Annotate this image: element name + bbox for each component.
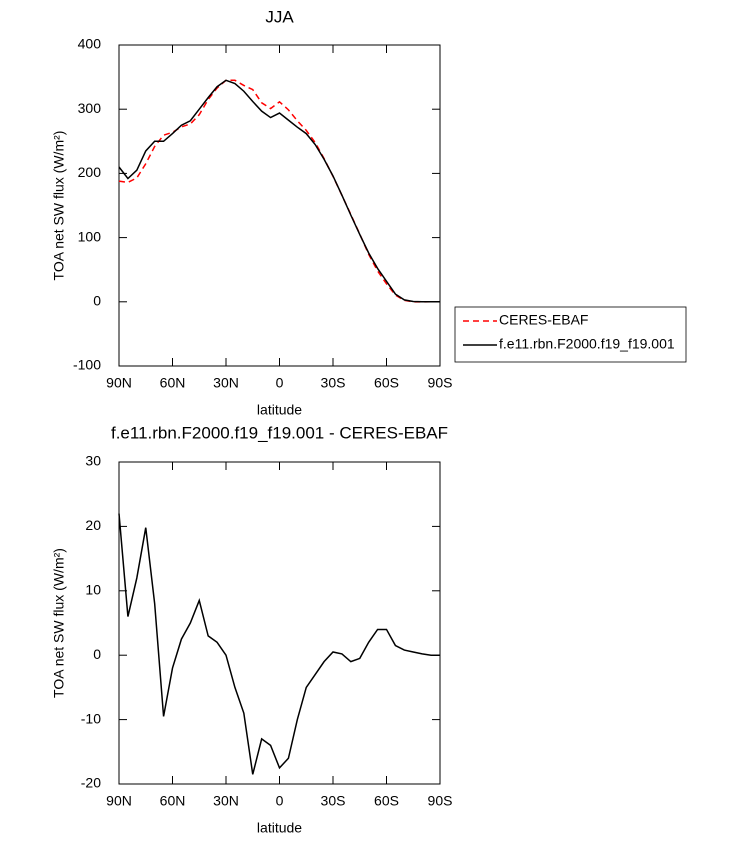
y-axis-label: TOA net SW flux (W/m²) xyxy=(51,131,67,281)
x-tick-label: 0 xyxy=(276,375,284,391)
x-tick-label: 90S xyxy=(428,793,453,809)
x-tick-label: 60S xyxy=(374,793,399,809)
y-tick-label: 10 xyxy=(85,582,101,598)
y-tick-label: -100 xyxy=(73,357,101,373)
x-tick-label: 30N xyxy=(213,793,239,809)
chart-title: f.e11.rbn.F2000.f19_f19.001 - CERES-EBAF xyxy=(111,423,448,442)
data-line xyxy=(118,79,440,303)
x-tick-label: 90N xyxy=(106,375,132,391)
y-tick-label: 400 xyxy=(78,36,102,52)
legend-label: CERES-EBAF xyxy=(499,312,588,328)
data-line xyxy=(118,79,440,303)
x-tick-label: 90S xyxy=(428,375,453,391)
y-tick-label: -20 xyxy=(81,775,101,791)
y-tick-label: 100 xyxy=(78,228,102,244)
chart-title: JJA xyxy=(265,7,294,26)
x-axis-label: latitude xyxy=(257,402,302,418)
plot-frame xyxy=(118,44,441,367)
legend-label: f.e11.rbn.F2000.f19_f19.001 xyxy=(499,336,675,352)
legend-box xyxy=(454,306,687,363)
y-tick-label: 300 xyxy=(78,100,102,116)
y-tick-label: -10 xyxy=(81,710,101,726)
x-tick-label: 30S xyxy=(321,793,346,809)
y-tick-label: 0 xyxy=(93,646,101,662)
x-tick-label: 60N xyxy=(160,375,186,391)
y-tick-label: 200 xyxy=(78,164,102,180)
x-tick-label: 60S xyxy=(374,375,399,391)
x-axis-label: latitude xyxy=(257,820,302,836)
y-tick-label: 20 xyxy=(85,517,101,533)
data-line xyxy=(118,513,440,775)
x-tick-label: 30N xyxy=(213,375,239,391)
x-tick-label: 60N xyxy=(160,793,186,809)
x-tick-label: 0 xyxy=(276,793,284,809)
y-tick-label: 30 xyxy=(85,453,101,469)
y-tick-label: 0 xyxy=(93,293,101,309)
x-tick-label: 90N xyxy=(106,793,132,809)
plot-frame xyxy=(118,461,441,785)
y-axis-label: TOA net SW flux (W/m²) xyxy=(51,548,67,698)
x-tick-label: 30S xyxy=(321,375,346,391)
